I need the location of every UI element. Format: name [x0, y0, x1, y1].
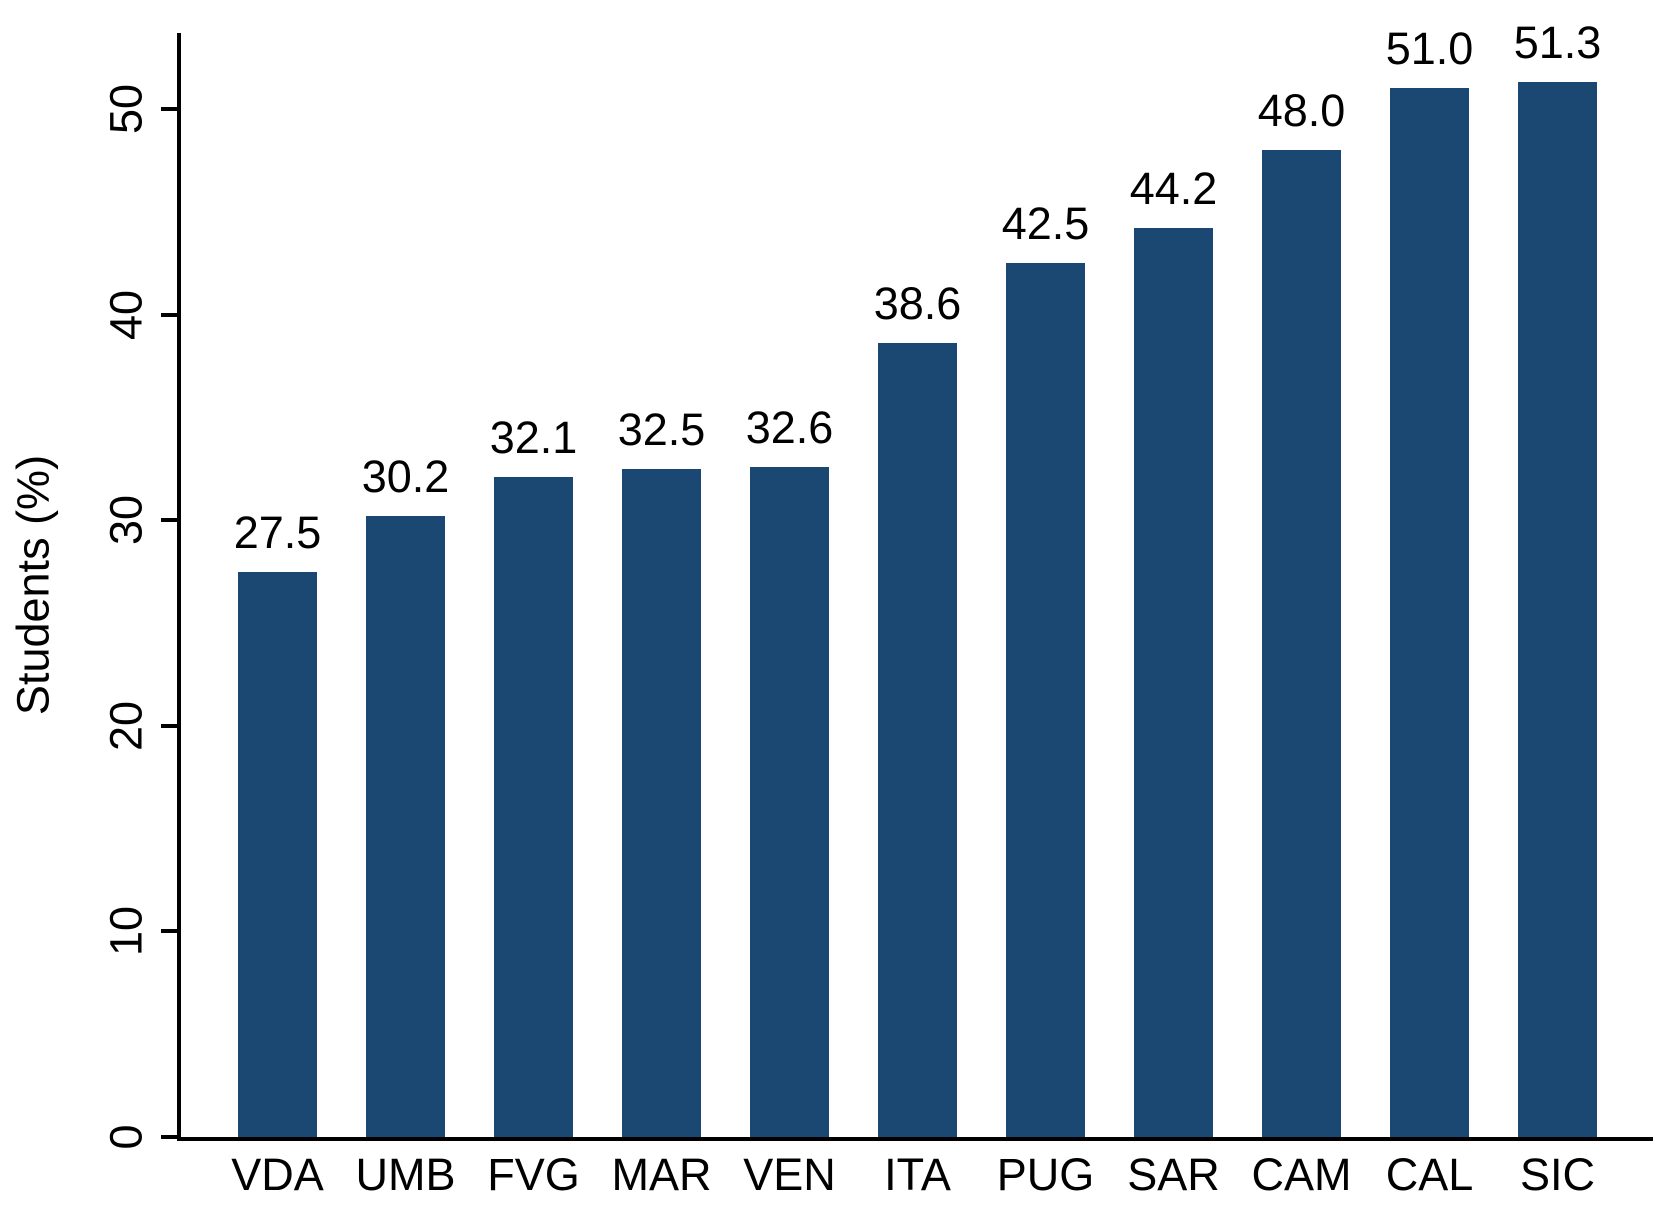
y-tick-label: 20: [100, 700, 152, 751]
x-tick-label: VDA: [231, 1149, 324, 1200]
y-tick-label: 10: [100, 906, 152, 957]
bar-value-label: 32.5: [617, 403, 706, 455]
y-tick-mark: [161, 107, 179, 111]
y-tick-mark: [161, 312, 179, 317]
bar-fvg: [494, 477, 573, 1137]
bar-value-label: 48.0: [1257, 85, 1346, 137]
bar-pug: [1006, 263, 1085, 1137]
x-tick-label: ITA: [884, 1149, 951, 1200]
y-axis-title: Students (%): [7, 454, 59, 716]
bar-ven: [750, 466, 829, 1137]
bar-sic: [1518, 82, 1597, 1137]
bar-value-label: 30.2: [361, 451, 450, 503]
bar-value-label: 51.0: [1385, 23, 1474, 75]
y-tick-mark: [161, 518, 179, 523]
bar-umb: [366, 516, 445, 1137]
bar-value-label: 42.5: [1001, 198, 1090, 250]
x-tick-label: FVG: [487, 1149, 580, 1200]
y-tick-label: 50: [100, 83, 152, 135]
y-tick-mark: [161, 723, 179, 728]
bar-cal: [1390, 88, 1469, 1137]
y-tick-label: 30: [100, 495, 152, 546]
x-axis-line: [177, 1137, 1653, 1141]
bar-ita: [878, 343, 957, 1137]
x-tick-label: VEN: [743, 1149, 836, 1200]
x-tick-label: CAL: [1385, 1149, 1474, 1200]
bar-vda: [238, 571, 317, 1137]
bar-mar: [622, 468, 701, 1137]
bar-value-label: 32.6: [745, 401, 834, 453]
x-tick-label: MAR: [611, 1149, 712, 1200]
bar-value-label: 44.2: [1129, 163, 1218, 215]
bar-value-label: 51.3: [1513, 17, 1602, 69]
y-tick-label: 40: [100, 289, 152, 340]
y-tick-label: 0: [100, 1124, 152, 1150]
bar-cam: [1262, 150, 1341, 1137]
y-tick-mark: [161, 929, 179, 934]
bar-value-label: 32.1: [489, 412, 578, 464]
x-tick-label: SIC: [1519, 1149, 1596, 1200]
x-tick-label: PUG: [996, 1149, 1095, 1200]
x-tick-label: SAR: [1127, 1149, 1220, 1200]
y-axis-line: [177, 33, 181, 1141]
bar-sar: [1134, 228, 1213, 1137]
bar-value-label: 38.6: [873, 278, 962, 330]
x-tick-label: CAM: [1251, 1149, 1352, 1200]
x-tick-label: UMB: [355, 1149, 456, 1200]
bar-value-label: 27.5: [233, 506, 322, 558]
y-tick-mark: [161, 1135, 179, 1139]
